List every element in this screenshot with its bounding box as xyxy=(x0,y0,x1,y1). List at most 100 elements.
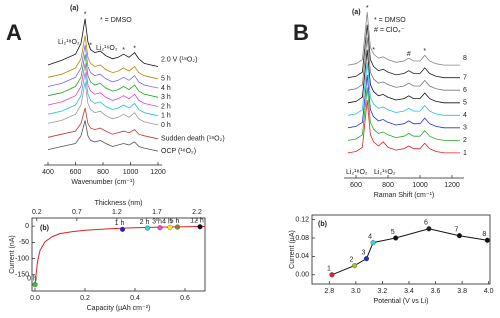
x-tick-label: 2.8 xyxy=(324,288,334,295)
x2-tick-label: 1.2 xyxy=(112,209,122,216)
y-axis-label: Current (nA) xyxy=(9,235,16,274)
data-point xyxy=(370,240,376,246)
x-tick-label: 0.0 xyxy=(30,295,40,302)
x-tick-label: 3.0 xyxy=(351,288,361,295)
x2-tick-label: 0.7 xyxy=(72,209,82,216)
annotation: (b) xyxy=(318,221,327,228)
x-tick-label: 0.2 xyxy=(80,295,90,302)
data-point xyxy=(351,263,358,269)
x-tick-label: 800 xyxy=(382,182,394,189)
series-label: OCP (¹⁸O₂) xyxy=(161,148,196,155)
x-tick-label: 600 xyxy=(70,169,82,176)
point-label: 12 h xyxy=(190,218,204,225)
annotation: * = DMSO xyxy=(374,17,406,24)
y-tick-label: -150 xyxy=(15,272,29,279)
spectrum-line xyxy=(347,24,460,79)
point-label: 0 h xyxy=(27,275,37,282)
x2-tick-label: 1.7 xyxy=(152,209,162,216)
spectrum-line xyxy=(347,62,460,116)
annotation: (a) xyxy=(70,5,79,12)
peak-marker: * xyxy=(372,47,375,54)
x-tick-label: 3.6 xyxy=(431,288,441,295)
annotation: (a) xyxy=(352,9,361,16)
series-label: 5 xyxy=(463,100,467,107)
point-label: 4 h xyxy=(162,218,172,225)
peak-marker: * xyxy=(122,47,125,54)
data-point xyxy=(119,226,126,232)
spectrum-line xyxy=(47,72,159,117)
spectrum-line xyxy=(347,74,460,129)
plot-frame xyxy=(31,217,206,292)
annotation: Li₂¹⁶O₂ xyxy=(374,169,396,176)
data-point xyxy=(174,224,181,230)
x-tick-label: 3.2 xyxy=(378,288,388,295)
spectrum-line xyxy=(347,49,460,104)
x-tick-label: 0.6 xyxy=(180,295,190,302)
x-tick-label: 0.4 xyxy=(130,295,140,302)
peak-marker: * xyxy=(89,42,92,49)
peak-marker: * xyxy=(133,45,136,52)
series-label: 3 xyxy=(463,125,467,132)
point-label: 5 xyxy=(391,229,395,236)
data-point xyxy=(329,272,335,278)
peak-marker: * xyxy=(84,12,87,19)
point-label: 2 xyxy=(350,256,354,263)
point-label: 1 h xyxy=(115,220,125,227)
spectrum-line xyxy=(347,87,460,141)
x-tick-label: 3.4 xyxy=(404,288,414,295)
peak-marker: * xyxy=(366,5,369,12)
point-label: 3 h xyxy=(152,219,162,226)
spectrum-line xyxy=(47,81,159,126)
point-label: 1 xyxy=(327,266,331,273)
x-axis-label: Capacity (µAh cm⁻²) xyxy=(87,305,151,312)
panel-letter: A xyxy=(6,20,22,45)
x-axis-label: Potential (V vs Li) xyxy=(374,298,429,305)
spectrum-line xyxy=(47,63,159,107)
spectrum-line xyxy=(47,18,159,67)
series-label: 5 h xyxy=(161,76,171,83)
annotation: Li₂¹⁶O₂ xyxy=(96,45,118,52)
data-point xyxy=(484,237,490,243)
data-point xyxy=(157,225,163,231)
series-label: 3 h xyxy=(161,94,171,101)
point-label: 2 h xyxy=(140,219,150,226)
annotation: # = ClO₄⁻ xyxy=(374,27,405,34)
x-tick-label: 600 xyxy=(350,182,362,189)
y-tick-label: 0 xyxy=(25,223,29,230)
x-tick-label: 1200 xyxy=(150,169,166,176)
point-label: 3 xyxy=(362,250,366,257)
x-tick-label: 4.0 xyxy=(484,288,494,295)
annotation: * = DMSO xyxy=(100,17,132,24)
data-point xyxy=(456,233,462,239)
series-label: 2 xyxy=(463,137,467,144)
x-tick-label: 800 xyxy=(97,169,109,176)
x2-tick-label: 0.2 xyxy=(32,209,42,216)
x-axis-label: Wavenumber (cm⁻¹) xyxy=(71,179,134,186)
series-label: 4 xyxy=(463,112,467,119)
annotation: (b) xyxy=(40,225,49,232)
series-label: 1 xyxy=(463,150,467,157)
annotation: Li₂¹⁸O₂ xyxy=(58,39,80,46)
y-tick-label: -50 xyxy=(19,239,29,246)
x2-axis-label: Thickness (nm) xyxy=(95,200,143,207)
spectrum-line xyxy=(47,44,159,89)
spectrum-line xyxy=(47,35,159,80)
peak-marker: * xyxy=(423,48,426,55)
x-tick-label: 1200 xyxy=(444,182,460,189)
y-tick-label: 0.12 xyxy=(295,216,309,223)
y-tick-label: 0.08 xyxy=(295,235,309,242)
data-point xyxy=(32,281,38,288)
x-tick-label: 400 xyxy=(42,169,54,176)
x-tick-label: 1000 xyxy=(123,169,139,176)
spectrum-line xyxy=(347,99,460,154)
x-tick-label: 3.8 xyxy=(457,288,467,295)
plot-frame xyxy=(311,214,491,285)
data-point xyxy=(144,225,151,231)
data-point xyxy=(393,235,399,241)
y-tick-label: 0.04 xyxy=(295,253,309,260)
point-label: 5 h xyxy=(170,218,180,225)
point-label: 6 xyxy=(424,220,428,227)
fit-curve xyxy=(34,225,206,285)
series-label: 7 xyxy=(463,75,467,82)
series-label: 1 h xyxy=(161,113,171,120)
